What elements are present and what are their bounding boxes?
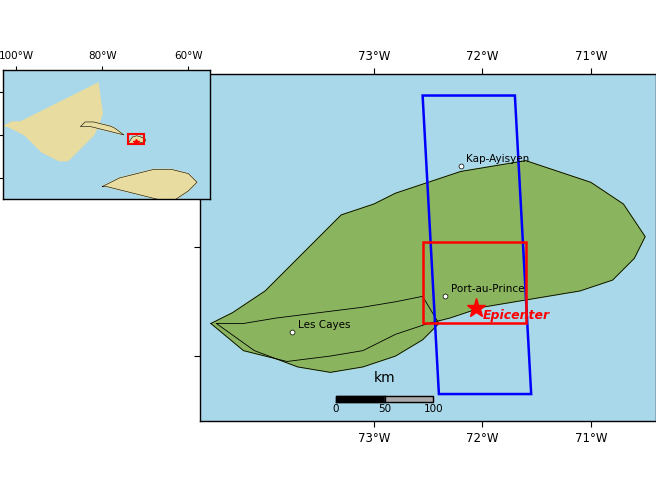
Polygon shape [384, 396, 434, 401]
Polygon shape [216, 297, 439, 372]
Text: 0: 0 [333, 404, 339, 414]
Polygon shape [211, 161, 645, 361]
Text: Kap-Ayisyen: Kap-Ayisyen [466, 154, 529, 164]
Text: 50: 50 [378, 404, 391, 414]
Text: 100: 100 [424, 404, 443, 414]
Text: km: km [374, 371, 396, 385]
Polygon shape [81, 122, 124, 135]
Polygon shape [3, 83, 102, 161]
Text: Epicenter: Epicenter [482, 309, 550, 322]
Polygon shape [102, 169, 197, 199]
Polygon shape [336, 396, 384, 401]
Text: Les Cayes: Les Cayes [298, 320, 350, 330]
Bar [128, 135, 144, 144]
Polygon shape [128, 136, 146, 144]
Text: Port-au-Prince: Port-au-Prince [451, 284, 524, 294]
